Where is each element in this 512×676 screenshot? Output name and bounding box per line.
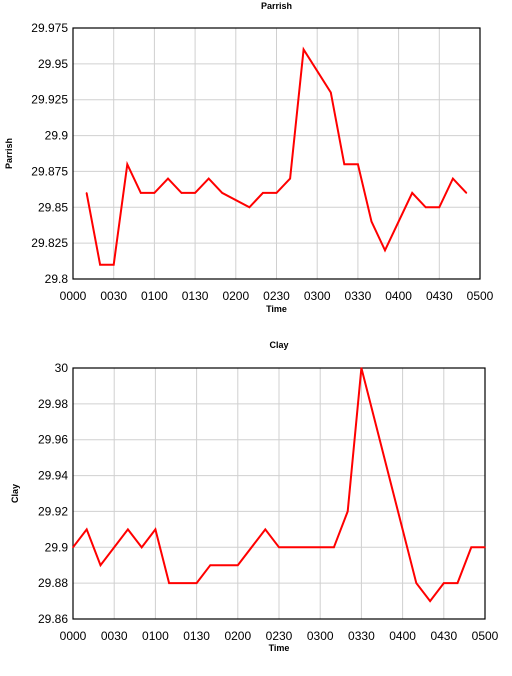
x-tick-label: 0200 (224, 629, 251, 643)
data-point (346, 510, 349, 513)
y-tick-label: 29.94 (38, 469, 68, 483)
y-tick-label: 29.875 (31, 164, 68, 178)
y-tick-label: 29.9 (45, 129, 69, 143)
y-tick-label: 29.825 (31, 236, 68, 250)
chart-clay: 0000 0030 0100 0130 0200 0230 0300 0330 0400 0430… (10, 340, 499, 653)
x-tick-label: 0130 (182, 289, 209, 303)
y-tick-label: 30 (55, 361, 69, 375)
data-point (330, 91, 332, 94)
data-point (153, 192, 156, 194)
data-point (384, 249, 386, 252)
y-tick-label: 29.92 (38, 504, 68, 518)
data-point (470, 546, 473, 549)
data-point (452, 177, 454, 180)
data-point (207, 177, 210, 180)
x-tick-label: 0100 (142, 629, 169, 643)
chart-title: Clay (269, 340, 288, 350)
data-point (140, 546, 143, 549)
data-point (195, 582, 198, 584)
x-tick-label: 0130 (183, 629, 210, 643)
data-point (221, 192, 223, 194)
data-point (72, 546, 74, 549)
data-point (127, 528, 129, 531)
data-point (99, 564, 102, 566)
x-tick-label: 0430 (426, 289, 453, 303)
chart-parrish: 0000 0030 0100 0130 0200 0230 0300 0330 0400 0430… (4, 1, 494, 314)
data-point (411, 192, 414, 194)
y-tick-label: 29.9 (45, 540, 69, 554)
y-tick-label: 29.96 (38, 433, 68, 447)
x-tick-label: 0500 (472, 629, 499, 643)
data-point (465, 192, 468, 194)
x-tick-label: 0030 (100, 289, 127, 303)
data-point (302, 48, 305, 51)
x-tick-label: 0100 (141, 289, 168, 303)
data-point (209, 564, 212, 566)
data-point (360, 367, 363, 369)
y-axis-label: Parrish (4, 138, 14, 169)
data-point (289, 177, 291, 180)
y-tick-label: 29.86 (38, 612, 68, 626)
x-tick-label: 0430 (430, 629, 457, 643)
data-point (424, 206, 427, 209)
x-tick-label: 0230 (263, 289, 290, 303)
data-point (168, 582, 170, 584)
x-tick-label: 0000 (60, 629, 87, 643)
y-tick-label: 29.85 (38, 200, 68, 214)
data-point (126, 163, 129, 166)
data-point (397, 220, 400, 223)
data-point (140, 192, 142, 194)
data-point (248, 206, 251, 209)
data-point (370, 220, 373, 223)
x-tick-label: 0030 (101, 629, 128, 643)
data-point (264, 528, 267, 531)
x-tick-label: 0200 (222, 289, 249, 303)
plot-frame (72, 27, 481, 280)
x-tick-label: 0400 (389, 629, 416, 643)
x-axis-label: Time (269, 643, 290, 653)
y-tick-label: 29.975 (31, 21, 68, 35)
x-tick-label: 0330 (345, 289, 372, 303)
y-tick-label: 29.88 (38, 576, 68, 590)
data-point (180, 192, 183, 194)
data-point (333, 546, 335, 549)
data-point (275, 192, 278, 194)
x-tick-label: 0300 (304, 289, 331, 303)
data-point (443, 582, 445, 584)
data-point (456, 582, 459, 584)
y-tick-label: 29.925 (31, 93, 68, 107)
x-tick-label: 0500 (467, 289, 494, 303)
y-tick-label: 29.8 (45, 272, 69, 286)
data-point (357, 163, 359, 166)
data-point (154, 528, 157, 531)
x-tick-label: 0400 (385, 289, 412, 303)
x-tick-label: 0330 (348, 629, 375, 643)
x-tick-label: 0300 (307, 629, 334, 643)
y-axis-label: Clay (10, 484, 20, 503)
data-point (85, 528, 88, 531)
data-point (112, 263, 115, 266)
data-point (438, 206, 441, 209)
y-tick-label: 29.98 (38, 397, 68, 411)
data-point (262, 192, 264, 194)
data-point (85, 192, 88, 194)
data-point (99, 263, 101, 266)
x-tick-label: 0000 (60, 289, 87, 303)
chart-title: Parrish (261, 1, 292, 11)
x-axis-label: Time (266, 304, 287, 314)
data-point (194, 192, 196, 194)
data-point (484, 546, 486, 549)
plot-frame (72, 367, 486, 620)
data-point (237, 564, 239, 566)
x-tick-label: 0230 (266, 629, 293, 643)
y-tick-label: 29.95 (38, 57, 68, 71)
data-point (167, 177, 169, 180)
data-point (278, 546, 280, 549)
data-point (343, 163, 346, 166)
data-point (415, 582, 418, 584)
data-point (429, 600, 431, 602)
